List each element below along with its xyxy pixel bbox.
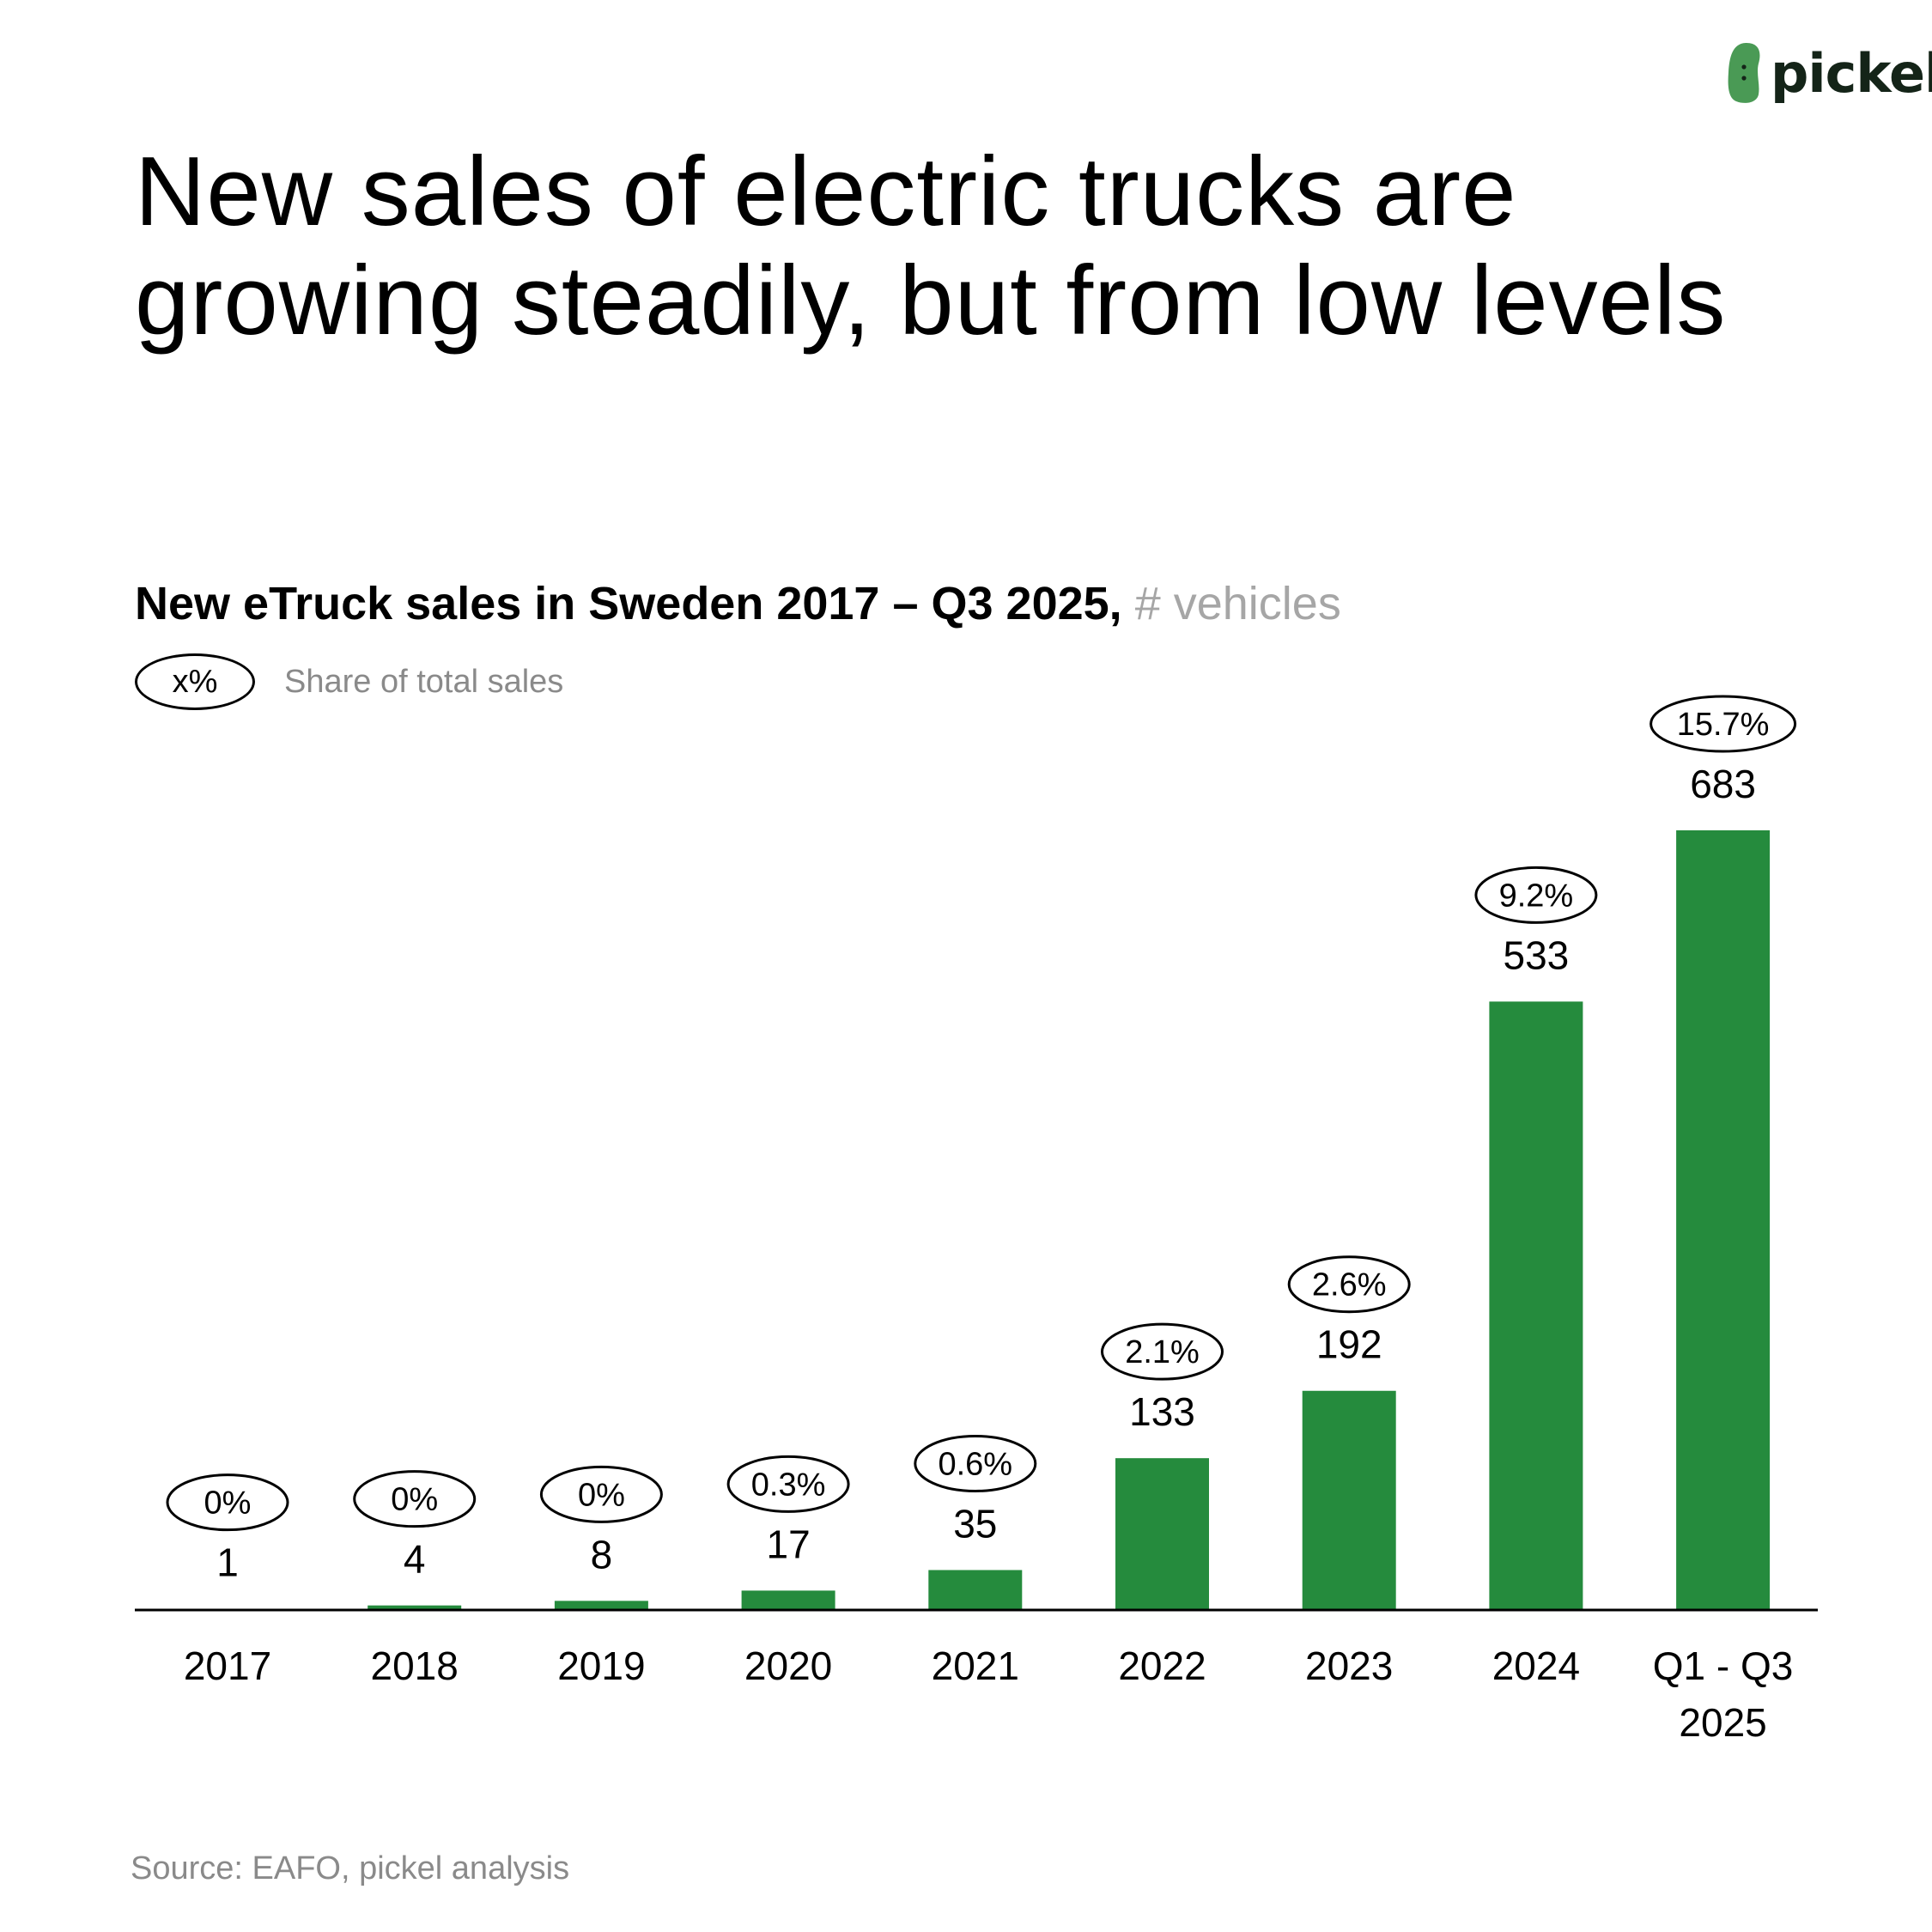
- category-label: 2024: [1492, 1643, 1580, 1688]
- pickle-icon: [1728, 43, 1760, 103]
- category-label: Q1 - Q3 2025: [1653, 1643, 1794, 1745]
- bar: [928, 1570, 1023, 1610]
- share-pill: [353, 1470, 477, 1528]
- category-label: 2021: [932, 1643, 1019, 1688]
- value-label: 1: [216, 1540, 239, 1585]
- chart-unit: # vehicles: [1134, 578, 1341, 629]
- bar: [554, 1601, 648, 1610]
- category-label: 2023: [1305, 1643, 1393, 1688]
- share-pill: [1287, 1255, 1411, 1314]
- bar: [1489, 1001, 1583, 1610]
- share-label: 0.6%: [938, 1446, 1012, 1482]
- value-label: 8: [591, 1532, 613, 1577]
- bar: [1115, 1458, 1209, 1610]
- value-label: 683: [1690, 762, 1756, 806]
- share-pill: [539, 1465, 663, 1523]
- value-label: 4: [404, 1537, 426, 1582]
- share-pill: [1649, 695, 1797, 753]
- value-label: 17: [767, 1522, 811, 1566]
- bar: [368, 1605, 462, 1610]
- source-note: Source: EAFO, pickel analysis: [131, 1850, 570, 1886]
- category-label: 2017: [184, 1643, 271, 1688]
- bar: [741, 1590, 835, 1610]
- share-pill: [1474, 866, 1598, 924]
- share-label: 2.6%: [1312, 1267, 1387, 1303]
- pickel-logo: pickel: [1726, 41, 1932, 105]
- legend-marker: x%: [135, 653, 255, 710]
- share-label: 2.1%: [1125, 1334, 1200, 1370]
- category-label: 2018: [371, 1643, 459, 1688]
- share-pill: [166, 1473, 289, 1532]
- share-pill: [914, 1434, 1037, 1492]
- value-label: 533: [1504, 933, 1570, 977]
- value-label: 35: [953, 1501, 997, 1546]
- category-label: 2022: [1118, 1643, 1206, 1688]
- legend-label: Share of total sales: [284, 663, 564, 700]
- share-label: 0.3%: [751, 1467, 826, 1503]
- category-label: 2019: [557, 1643, 645, 1688]
- value-label: 133: [1129, 1389, 1195, 1434]
- share-label: 0%: [391, 1482, 438, 1518]
- share-label: 0%: [204, 1485, 252, 1522]
- legend: x% Share of total sales: [135, 653, 563, 710]
- logo-text: pickel: [1771, 41, 1932, 105]
- share-label: 15.7%: [1677, 707, 1770, 743]
- chart-title: New eTruck sales in Sweden 2017 – Q3 202…: [135, 577, 1341, 630]
- value-label: 192: [1316, 1322, 1382, 1367]
- bar: [1676, 830, 1771, 1610]
- chart-title-text: New eTruck sales in Sweden 2017 – Q3 202…: [135, 578, 1122, 629]
- bar: [1302, 1390, 1396, 1610]
- share-label: 9.2%: [1499, 878, 1574, 914]
- share-label: 0%: [578, 1477, 625, 1513]
- page-title: New sales of electric trucks are growing…: [135, 137, 1727, 355]
- share-pill: [726, 1455, 850, 1513]
- share-pill: [1101, 1322, 1224, 1381]
- category-label: 2020: [744, 1643, 832, 1688]
